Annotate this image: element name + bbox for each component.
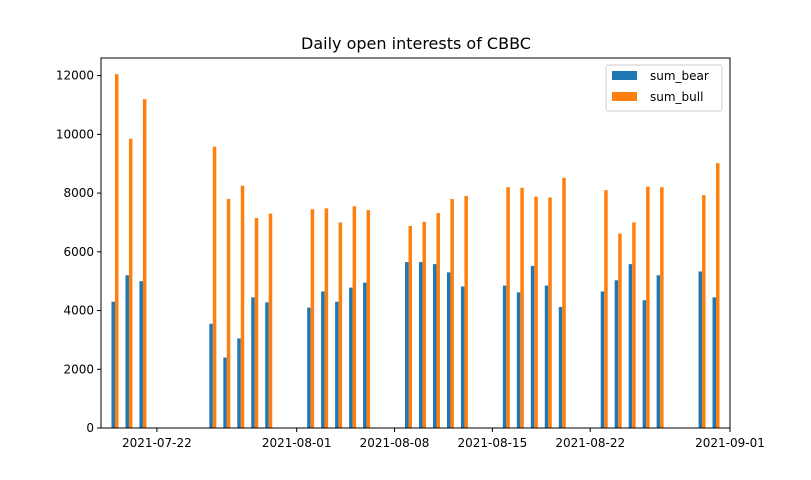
- bar-sum-bear-2021-07-19: [111, 301, 115, 428]
- x-tick-label-2021-08-08: 2021-08-08: [360, 436, 430, 450]
- bar-sum-bear-2021-08-30: [698, 271, 703, 428]
- y-tick-label-10000: 10000: [56, 127, 94, 141]
- chart-title: Daily open interests of CBBC: [301, 34, 531, 53]
- bar-sum-bear-2021-07-28: [237, 338, 241, 428]
- bar-sum-bear-2021-08-06: [363, 282, 367, 428]
- bar-sum-bear-2021-08-05: [349, 287, 353, 428]
- x-tick-label-2021-09-01: 2021-09-01: [695, 436, 765, 450]
- bar-sum-bull-2021-08-18: [534, 196, 538, 428]
- bar-sum-bull-2021-07-21: [142, 99, 147, 429]
- bar-sum-bull-2021-08-23: [604, 190, 608, 428]
- bar-sum-bear-2021-08-20: [558, 307, 563, 428]
- bar-sum-bear-2021-08-26: [642, 300, 647, 428]
- bar-sum-bull-2021-08-31: [716, 163, 720, 428]
- bar-sum-bull-2021-08-03: [324, 208, 329, 428]
- bar-sum-bull-2021-07-30: [268, 213, 273, 428]
- bar-sum-bull-2021-08-24: [618, 233, 622, 428]
- bar-sum-bear-2021-08-10: [418, 262, 423, 428]
- y-tick-label-8000: 8000: [63, 186, 94, 200]
- bar-sum-bull-2021-08-26: [646, 186, 650, 428]
- bar-sum-bear-2021-08-24: [614, 280, 619, 428]
- bar-sum-bull-2021-08-05: [352, 206, 357, 428]
- bar-sum-bear-2021-08-11: [432, 264, 437, 428]
- bar-sum-bull-2021-07-26: [212, 146, 217, 428]
- bar-sum-bear-2021-08-31: [712, 297, 717, 428]
- bar-sum-bear-2021-08-23: [600, 291, 605, 428]
- bar-sum-bear-2021-08-25: [628, 264, 633, 428]
- bar-sum-bear-2021-08-04: [335, 301, 339, 428]
- bar-sum-bull-2021-08-30: [702, 195, 706, 428]
- bar-sum-bull-2021-08-11: [436, 213, 440, 428]
- bar-sum-bear-2021-08-19: [544, 285, 549, 428]
- bar-sum-bull-2021-08-27: [660, 187, 664, 428]
- bar-sum-bear-2021-08-18: [530, 265, 535, 428]
- bar-sum-bull-2021-08-20: [562, 177, 566, 428]
- bar-sum-bear-2021-08-09: [405, 262, 409, 428]
- bar-sum-bull-2021-08-04: [338, 222, 343, 428]
- bar-sum-bear-2021-08-03: [321, 291, 325, 428]
- bar-sum-bull-2021-07-28: [240, 185, 245, 428]
- y-axis: 0 2000 4000 6000 8000 10000 12000: [56, 69, 101, 435]
- bar-sum-bull-2021-07-27: [226, 198, 231, 428]
- bar-sum-bear-2021-08-27: [656, 275, 661, 428]
- plot-frame: [100, 57, 731, 429]
- legend-label-sum-bull: sum_bull: [650, 90, 703, 104]
- y-tick-label-6000: 6000: [63, 245, 94, 259]
- bar-sum-bear-2021-07-21: [139, 281, 143, 428]
- bar-sum-bear-2021-08-12: [446, 272, 451, 428]
- x-tick-label-2021-08-01: 2021-08-01: [262, 436, 332, 450]
- bar-sum-bull-2021-08-02: [310, 209, 315, 428]
- legend-swatch-sum-bull: [612, 92, 637, 101]
- bar-sum-bear-2021-07-27: [223, 357, 227, 428]
- bar-sum-bull-2021-08-10: [422, 221, 426, 428]
- bar-sum-bull-2021-08-13: [464, 196, 468, 428]
- y-tick-label-2000: 2000: [63, 362, 94, 376]
- bars-group: [111, 74, 720, 429]
- bar-sum-bear-2021-07-20: [125, 275, 129, 428]
- x-tick-label-2021-07-22: 2021-07-22: [122, 436, 192, 450]
- x-tick-label-2021-08-15: 2021-08-15: [458, 436, 528, 450]
- bar-sum-bear-2021-07-29: [251, 297, 255, 428]
- x-tick-label-2021-08-22: 2021-08-22: [555, 436, 625, 450]
- y-tick-label-0: 0: [86, 421, 94, 435]
- bar-sum-bull-2021-08-25: [632, 222, 636, 428]
- bar-sum-bull-2021-08-06: [366, 210, 371, 428]
- bar-sum-bear-2021-07-26: [209, 323, 213, 428]
- bar-sum-bull-2021-07-29: [254, 218, 259, 428]
- bar-sum-bull-2021-07-19: [114, 74, 119, 429]
- bar-sum-bear-2021-08-13: [460, 286, 465, 428]
- bar-sum-bear-2021-07-30: [265, 302, 269, 428]
- bar-sum-bull-2021-08-19: [548, 197, 552, 428]
- legend: sum_bear sum_bull: [605, 64, 723, 112]
- bar-sum-bear-2021-08-16: [502, 285, 507, 428]
- bar-sum-bull-2021-08-12: [450, 198, 454, 428]
- y-tick-label-4000: 4000: [63, 304, 94, 318]
- legend-swatch-sum-bear: [612, 71, 637, 80]
- bar-sum-bull-2021-08-09: [408, 225, 412, 428]
- bar-sum-bear-2021-08-17: [516, 292, 521, 428]
- legend-label-sum-bear: sum_bear: [650, 69, 709, 83]
- bar-sum-bull-2021-07-20: [128, 138, 133, 428]
- x-axis: 2021-07-22 2021-08-01 2021-08-08 2021-08-15…: [122, 428, 765, 450]
- bar-sum-bull-2021-08-16: [506, 187, 510, 428]
- y-tick-label-12000: 12000: [56, 69, 94, 83]
- bar-sum-bear-2021-08-02: [307, 307, 311, 428]
- bar-sum-bull-2021-08-17: [520, 187, 524, 428]
